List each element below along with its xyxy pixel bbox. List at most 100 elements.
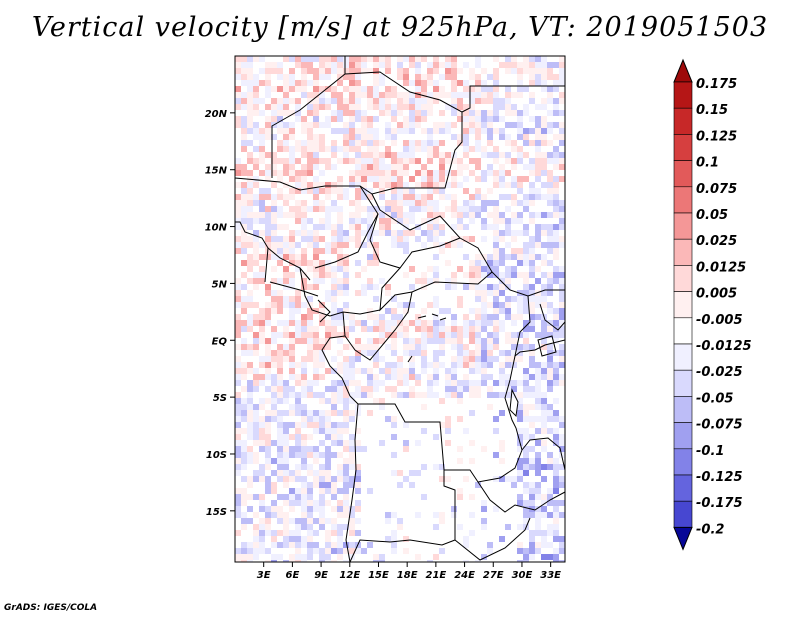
field-cell [343,476,349,482]
field-cell [385,386,391,392]
field-cell [541,332,547,338]
field-cell [355,62,361,68]
field-cell [547,416,553,422]
field-cell [529,374,535,380]
field-cell [295,188,301,194]
field-cell [253,320,259,326]
field-cell [367,56,373,62]
field-cell [463,164,469,170]
field-cell [295,338,301,344]
field-cell [235,506,241,512]
field-cell [559,122,565,128]
field-cell [469,368,475,374]
field-cell [331,206,337,212]
field-cell [283,392,289,398]
field-cell [427,386,433,392]
field-cell [523,344,529,350]
field-cell [241,554,247,560]
field-cell [529,434,535,440]
field-cell [277,236,283,242]
field-cell [247,224,253,230]
colorbar-label: -0.0125 [696,339,752,354]
field-cell [517,428,523,434]
field-cell [313,242,319,248]
field-cell [331,296,337,302]
field-cell [523,446,529,452]
field-cell [487,392,493,398]
field-cell [331,482,337,488]
field-cell [421,356,427,362]
field-cell [553,86,559,92]
field-cell [535,452,541,458]
field-cell [331,326,337,332]
field-cell [403,320,409,326]
field-cell [247,254,253,260]
field-cell [277,494,283,500]
field-cell [247,362,253,368]
field-cell [559,500,565,506]
field-cell [355,500,361,506]
field-cell [517,308,523,314]
field-cell [301,200,307,206]
field-cell [427,362,433,368]
field-cell [307,548,313,554]
field-cell [553,548,559,554]
field-cell [247,170,253,176]
field-cell [457,80,463,86]
field-cell [499,350,505,356]
field-cell [529,530,535,536]
field-cell [331,356,337,362]
field-cell [271,536,277,542]
field-cell [469,380,475,386]
field-cell [355,470,361,476]
field-cell [277,308,283,314]
field-cell [349,128,355,134]
field-cell [235,374,241,380]
field-cell [487,164,493,170]
field-cell [451,380,457,386]
field-cell [289,374,295,380]
field-cell [487,200,493,206]
field-cell [379,104,385,110]
field-cell [307,536,313,542]
field-cell [499,98,505,104]
field-cell [355,98,361,104]
field-cell [499,236,505,242]
field-cell [325,542,331,548]
field-cell [433,320,439,326]
field-cell [523,62,529,68]
field-cell [343,500,349,506]
field-cell [451,386,457,392]
field-cell [445,326,451,332]
field-cell [433,434,439,440]
field-cell [265,320,271,326]
field-cell [241,242,247,248]
field-cell [355,68,361,74]
field-cell [451,242,457,248]
field-cell [559,548,565,554]
field-cell [307,380,313,386]
field-cell [277,260,283,266]
field-cell [433,128,439,134]
field-cell [385,146,391,152]
field-cell [529,494,535,500]
field-cell [235,242,241,248]
field-cell [463,176,469,182]
field-cell [553,488,559,494]
field-cell [535,266,541,272]
field-cell [433,188,439,194]
field-cell [511,476,517,482]
field-cell [385,182,391,188]
field-cell [319,476,325,482]
field-cell [319,74,325,80]
field-cell [403,236,409,242]
field-cell [379,380,385,386]
field-cell [523,290,529,296]
field-cell [301,92,307,98]
field-cell [379,140,385,146]
field-cell [439,62,445,68]
field-cell [343,158,349,164]
colorbar-extend-top [673,58,693,83]
field-cell [493,218,499,224]
field-cell [457,386,463,392]
